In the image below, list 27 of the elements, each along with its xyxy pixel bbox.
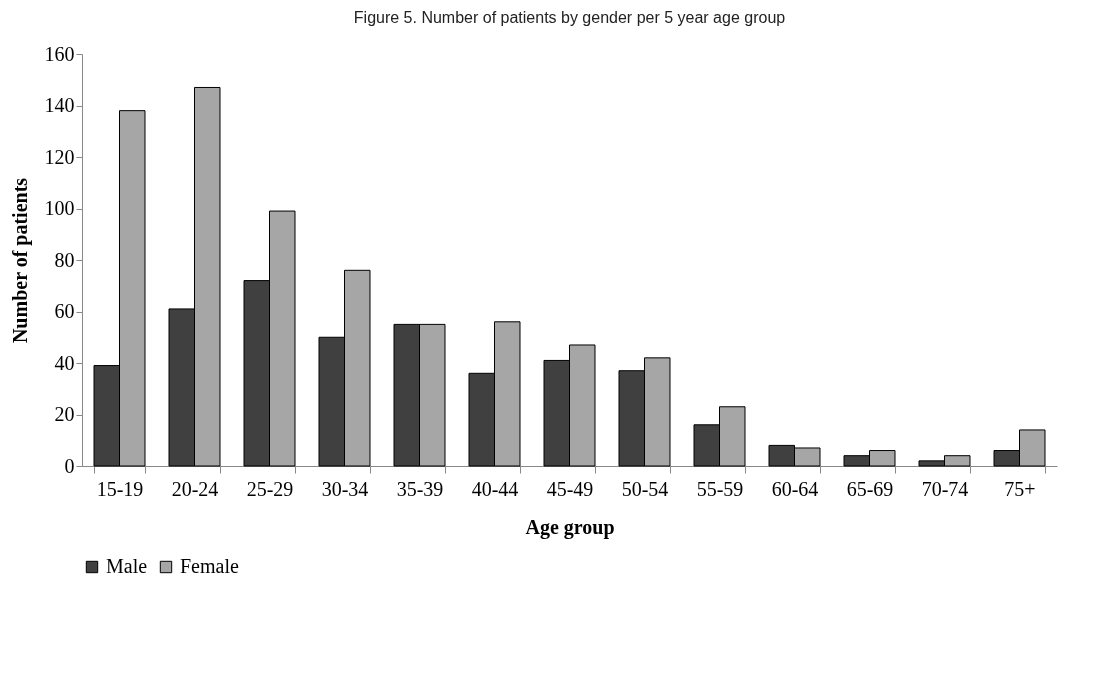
y-tick-label: 160 <box>44 42 75 65</box>
x-tick-label: 35-39 <box>396 477 444 500</box>
x-tick-label: 65-69 <box>846 477 894 500</box>
y-tick-label: 20 <box>54 403 75 425</box>
x-axis-title: Age group <box>525 515 615 539</box>
legend-label: Male <box>106 555 148 577</box>
x-tick-label: 20-24 <box>171 477 219 500</box>
y-tick-label: 40 <box>54 351 75 374</box>
x-tick-label: 15-19 <box>96 477 144 500</box>
x-tick-label: 30-34 <box>321 477 369 500</box>
y-tick-label: 140 <box>44 94 75 116</box>
x-tick-label: 40-44 <box>471 477 519 500</box>
x-tick-label: 50-54 <box>621 477 669 500</box>
x-tick-label: 60-64 <box>771 477 819 500</box>
y-tick-label: 80 <box>54 248 75 271</box>
y-axis-title: Number of patients <box>8 177 32 344</box>
chart-title: Figure 5. Number of patients by gender per 5 year age group <box>353 9 786 26</box>
x-tick-label: 75+ <box>1004 477 1036 500</box>
y-tick-label: 60 <box>54 300 75 322</box>
x-tick-label: 45-49 <box>546 477 594 500</box>
x-tick-label: 55-59 <box>696 477 744 500</box>
y-tick-label: 0 <box>64 454 75 477</box>
y-tick-label: 120 <box>44 145 75 168</box>
y-tick-label: 100 <box>44 197 75 219</box>
legend-label: Female <box>180 555 239 577</box>
x-tick-label: 25-29 <box>246 477 294 500</box>
x-tick-label: 70-74 <box>921 477 969 500</box>
